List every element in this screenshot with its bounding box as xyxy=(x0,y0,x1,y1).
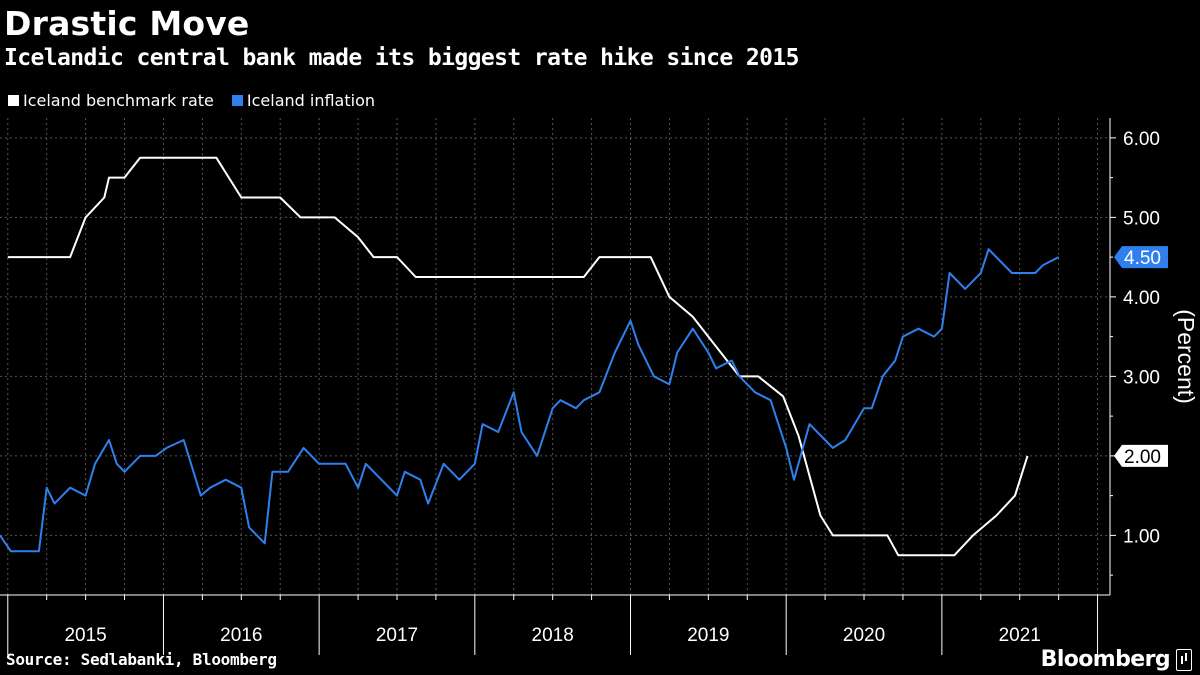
brand-name: Bloomberg xyxy=(1040,647,1171,672)
x-tick-label: 2015 xyxy=(64,625,106,646)
x-tick-label: 2016 xyxy=(220,625,262,646)
legend-item-inflation: Iceland inflation xyxy=(231,91,375,110)
y-tick-label: 3.00 xyxy=(1123,367,1160,388)
inflation-line xyxy=(0,248,1060,553)
y-axis-title: (Percent) xyxy=(1173,309,1199,404)
legend: Iceland benchmark rate Iceland inflation xyxy=(8,91,375,110)
inflation-end-label-flag xyxy=(1114,246,1168,269)
x-tick-label: 2021 xyxy=(999,625,1041,646)
chart-title: Drastic Move xyxy=(4,4,250,43)
x-tick-label: 2017 xyxy=(376,625,418,646)
rate-end-label: 2.00 xyxy=(1124,447,1161,468)
legend-swatch-rate xyxy=(8,95,19,106)
source-note: Source: Sedlabanki, Bloomberg xyxy=(6,650,277,669)
x-tick-label: 2020 xyxy=(843,625,885,646)
rate-end-label-flag xyxy=(1114,444,1168,467)
legend-item-rate: Iceland benchmark rate xyxy=(8,91,214,110)
rate-line xyxy=(7,156,1029,557)
y-tick-label: 1.00 xyxy=(1123,526,1160,547)
y-tick-label: 4.00 xyxy=(1123,288,1160,309)
x-tick-label: 2018 xyxy=(532,625,574,646)
y-tick-label: 6.00 xyxy=(1123,129,1160,150)
inflation-end-label: 4.50 xyxy=(1124,248,1161,269)
legend-label-rate: Iceland benchmark rate xyxy=(23,91,214,110)
terminal-icon xyxy=(1176,648,1192,671)
y-tick-label: 5.00 xyxy=(1123,208,1160,229)
bloomberg-logo: Bloomberg xyxy=(1041,647,1192,672)
chart-subtitle: Icelandic central bank made its biggest … xyxy=(4,45,799,71)
legend-label-inflation: Iceland inflation xyxy=(246,91,375,110)
legend-swatch-inflation xyxy=(231,95,243,106)
x-tick-label: 2019 xyxy=(687,625,729,646)
